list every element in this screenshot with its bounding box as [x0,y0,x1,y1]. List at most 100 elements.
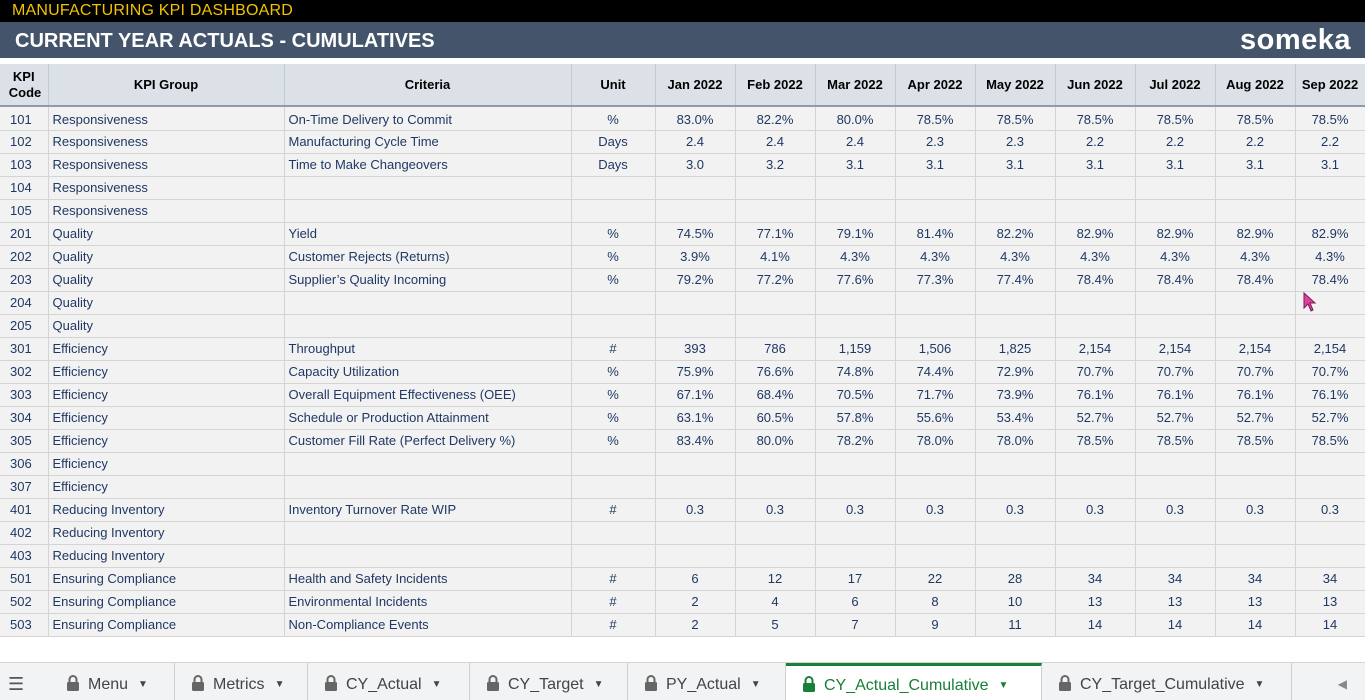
month-value-cell[interactable] [735,452,816,476]
kpi-code-cell[interactable]: 203 [0,268,49,292]
month-value-cell[interactable] [1215,199,1296,223]
month-value-cell[interactable]: 28 [975,567,1056,591]
all-sheets-menu-icon[interactable]: ☰ [8,674,25,694]
kpi-group-cell[interactable]: Responsiveness [48,130,285,154]
kpi-code-cell[interactable]: 306 [0,452,49,476]
month-value-cell[interactable] [1215,452,1296,476]
month-value-cell[interactable]: 52.7% [1215,406,1296,430]
month-value-cell[interactable]: 6 [815,590,896,614]
criteria-cell[interactable]: Customer Rejects (Returns) [284,245,572,269]
month-value-cell[interactable] [1215,521,1296,545]
month-value-cell[interactable]: 2,154 [1215,337,1296,361]
kpi-code-cell[interactable]: 103 [0,153,49,177]
unit-cell[interactable]: % [571,429,656,453]
month-value-cell[interactable]: 0.3 [1215,498,1296,522]
unit-cell[interactable] [571,475,656,499]
unit-cell[interactable]: # [571,590,656,614]
month-value-cell[interactable]: 3.9% [655,245,736,269]
month-value-cell[interactable]: 81.4% [895,222,976,246]
month-value-cell[interactable] [1295,544,1365,568]
month-value-cell[interactable] [655,452,736,476]
month-value-cell[interactable] [735,176,816,200]
month-value-cell[interactable]: 78.5% [1055,429,1136,453]
month-value-cell[interactable] [895,199,976,223]
month-value-cell[interactable] [895,544,976,568]
month-value-cell[interactable]: 2 [655,590,736,614]
criteria-cell[interactable] [284,176,572,200]
month-value-cell[interactable]: 72.9% [975,360,1056,384]
month-value-cell[interactable]: 78.4% [1055,268,1136,292]
unit-cell[interactable] [571,452,656,476]
month-value-cell[interactable]: 2.4 [655,130,736,154]
kpi-group-cell[interactable]: Reducing Inventory [48,521,285,545]
month-value-cell[interactable] [895,176,976,200]
month-value-cell[interactable]: 12 [735,567,816,591]
month-value-cell[interactable]: 2.2 [1135,130,1216,154]
col-header-month[interactable]: Mar 2022 [815,64,896,107]
month-value-cell[interactable]: 3.1 [895,153,976,177]
month-value-cell[interactable] [735,475,816,499]
month-value-cell[interactable]: 76.1% [1055,383,1136,407]
scroll-tabs-left-icon[interactable]: ◀ [1337,677,1347,691]
month-value-cell[interactable]: 78.4% [1135,268,1216,292]
month-value-cell[interactable] [735,291,816,315]
criteria-cell[interactable]: Capacity Utilization [284,360,572,384]
criteria-cell[interactable]: Inventory Turnover Rate WIP [284,498,572,522]
unit-cell[interactable]: # [571,337,656,361]
month-value-cell[interactable]: 82.9% [1055,222,1136,246]
criteria-cell[interactable] [284,521,572,545]
month-value-cell[interactable]: 34 [1295,567,1365,591]
month-value-cell[interactable]: 9 [895,613,976,637]
month-value-cell[interactable]: 6 [655,567,736,591]
month-value-cell[interactable]: 5 [735,613,816,637]
tab-dropdown-icon[interactable]: ▼ [431,679,442,690]
month-value-cell[interactable]: 3.1 [1135,153,1216,177]
criteria-cell[interactable]: Manufacturing Cycle Time [284,130,572,154]
criteria-cell[interactable]: Overall Equipment Effectiveness (OEE) [284,383,572,407]
month-value-cell[interactable]: 0.3 [1135,498,1216,522]
unit-cell[interactable]: % [571,222,656,246]
col-header-month[interactable]: Sep 2022 [1295,64,1365,107]
col-header-month[interactable]: Jan 2022 [655,64,736,107]
unit-cell[interactable] [571,199,656,223]
month-value-cell[interactable] [1215,314,1296,338]
sheet-tab[interactable]: PY_Actual ▼ [628,663,786,700]
month-value-cell[interactable]: 13 [1135,590,1216,614]
month-value-cell[interactable] [1055,521,1136,545]
month-value-cell[interactable]: 4.1% [735,245,816,269]
unit-cell[interactable] [571,521,656,545]
kpi-code-cell[interactable]: 303 [0,383,49,407]
month-value-cell[interactable] [1135,291,1216,315]
month-value-cell[interactable] [815,199,896,223]
criteria-cell[interactable] [284,199,572,223]
month-value-cell[interactable]: 78.5% [1135,429,1216,453]
month-value-cell[interactable]: 7 [815,613,896,637]
col-header-month[interactable]: May 2022 [975,64,1056,107]
month-value-cell[interactable]: 3.1 [1215,153,1296,177]
kpi-code-cell[interactable]: 501 [0,567,49,591]
month-value-cell[interactable]: 14 [1135,613,1216,637]
month-value-cell[interactable] [1215,475,1296,499]
month-value-cell[interactable]: 3.1 [1295,153,1365,177]
kpi-code-cell[interactable]: 502 [0,590,49,614]
month-value-cell[interactable]: 4.3% [1055,245,1136,269]
criteria-cell[interactable]: On-Time Delivery to Commit [284,106,572,131]
month-value-cell[interactable]: 14 [1055,613,1136,637]
month-value-cell[interactable]: 0.3 [895,498,976,522]
col-header-month[interactable]: Jun 2022 [1055,64,1136,107]
month-value-cell[interactable] [975,176,1056,200]
month-value-cell[interactable] [975,544,1056,568]
col-header-criteria[interactable]: Criteria [284,64,572,107]
unit-cell[interactable]: # [571,567,656,591]
month-value-cell[interactable]: 13 [1055,590,1136,614]
month-value-cell[interactable]: 79.1% [815,222,896,246]
kpi-code-cell[interactable]: 305 [0,429,49,453]
month-value-cell[interactable]: 13 [1215,590,1296,614]
month-value-cell[interactable] [815,521,896,545]
month-value-cell[interactable] [1295,314,1365,338]
kpi-group-cell[interactable]: Efficiency [48,406,285,430]
kpi-group-cell[interactable]: Responsiveness [48,153,285,177]
unit-cell[interactable]: % [571,268,656,292]
month-value-cell[interactable]: 0.3 [815,498,896,522]
kpi-group-cell[interactable]: Responsiveness [48,106,285,131]
